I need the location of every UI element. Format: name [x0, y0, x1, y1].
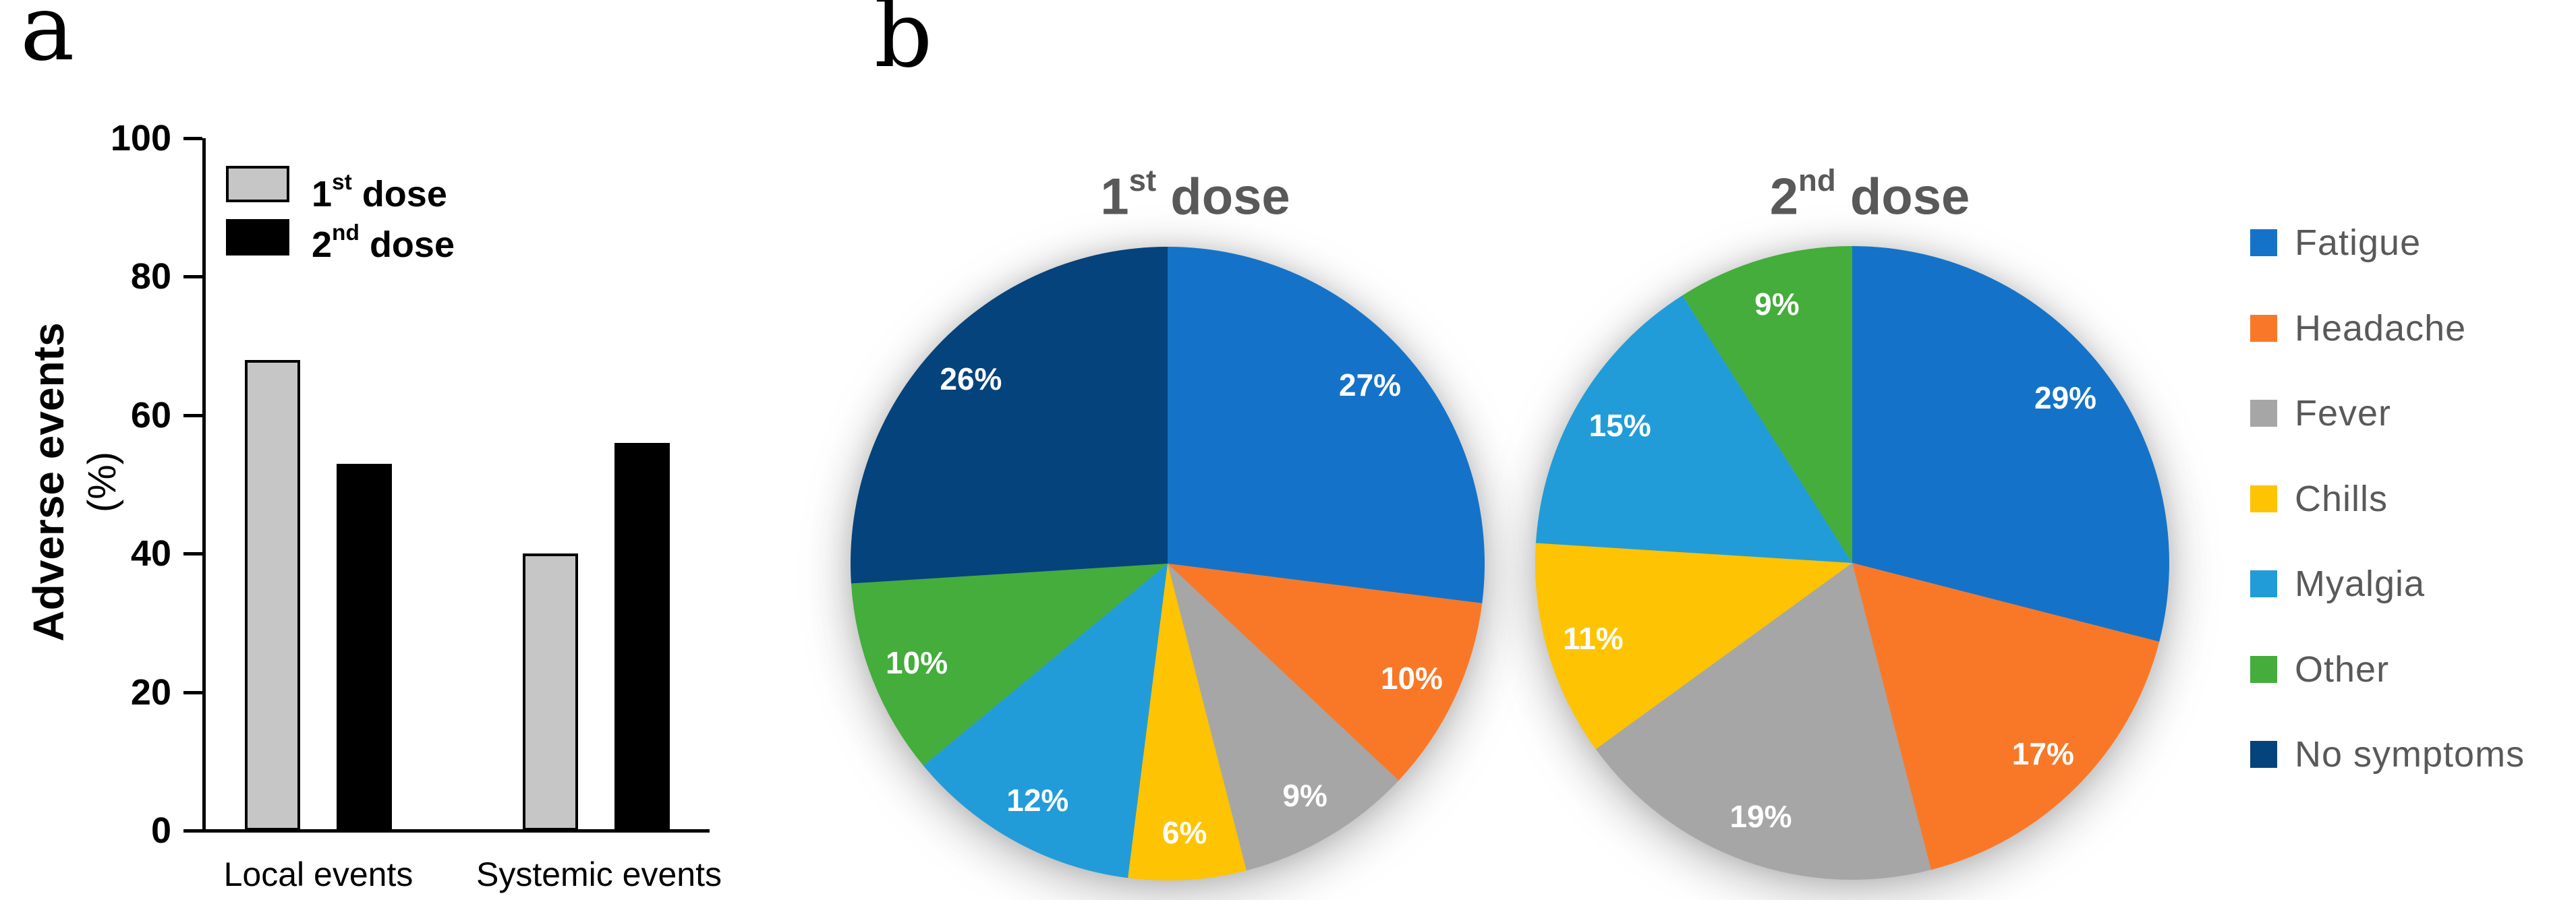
pie-title-1st-dose: 1st dose — [1100, 163, 1290, 226]
legend-item: Fever — [2250, 393, 2391, 433]
legend-color-swatch — [2250, 655, 2277, 683]
bar-1st-dose-local-events — [245, 359, 300, 831]
pie-data-label: 12% — [1006, 782, 1069, 818]
x-category-label: Local events — [223, 856, 413, 893]
pie-title-2nd-dose: 2nd dose — [1769, 163, 1970, 226]
pie-svg-2nd-dose — [1535, 246, 2169, 880]
legend-color-swatch — [2250, 229, 2277, 256]
legend-color-swatch — [2250, 485, 2277, 512]
legend-color-swatch — [2250, 314, 2277, 342]
legend-item-label: Other — [2295, 649, 2390, 690]
pie-slice-headache — [1852, 563, 2160, 870]
y-tick-mark — [183, 690, 202, 694]
legend-item: Other — [2250, 649, 2389, 690]
pie-data-label: 11% — [1563, 620, 1624, 656]
pie-slice-chills — [1535, 543, 1852, 750]
legend-item: Chills — [2250, 479, 2388, 519]
legend-item-label: Chills — [2295, 478, 2388, 519]
legend-item-label: Myalgia — [2295, 564, 2426, 604]
legend-item-label: Fever — [2295, 393, 2392, 433]
pie-data-label: 10% — [886, 645, 948, 681]
pie-slice-headache — [1168, 564, 1483, 781]
legend-item-label: Headache — [2295, 307, 2467, 349]
pie-slice-fatigue — [1168, 247, 1485, 603]
y-tick-label: 80 — [130, 256, 171, 297]
legend-color-swatch — [2250, 400, 2277, 427]
legend-item: Headache — [2250, 308, 2466, 349]
legend-swatch-1st-dose — [226, 166, 289, 202]
pie-data-label: 9% — [1282, 778, 1327, 814]
legend-item: No symptoms — [2250, 734, 2525, 775]
x-axis-line — [202, 829, 710, 833]
pie-slice-no-symptoms — [851, 247, 1168, 584]
legend-color-swatch — [2250, 741, 2277, 768]
pie-slice-myalgia — [1535, 295, 1852, 563]
panel-a-label: a — [20, 0, 75, 81]
pie-slice-fever — [1168, 564, 1399, 871]
y-tick-label: 60 — [130, 394, 171, 436]
y-tick-label: 0 — [150, 810, 171, 851]
y-axis-line — [202, 138, 206, 833]
pie-data-label: 15% — [1588, 408, 1651, 444]
y-tick-label: 40 — [130, 533, 171, 574]
pie-data-label: 10% — [1380, 661, 1443, 696]
y-tick-mark — [183, 137, 202, 140]
pie-data-label: 26% — [940, 361, 1002, 397]
legend-item-label: No symptoms — [2295, 734, 2525, 775]
bar-chart: Adverse events (%) 0 20 40 60 80 100 Local ev… — [0, 0, 809, 900]
pie-data-label: 9% — [1754, 286, 1800, 322]
pie-svg-1st-dose — [851, 247, 1485, 880]
y-tick-mark — [183, 552, 202, 556]
pie-slice-other — [851, 564, 1168, 766]
y-axis-title: Adverse events — [24, 322, 73, 642]
y-tick-label: 100 — [110, 118, 171, 158]
pie-slice-chills — [1128, 564, 1247, 880]
pie-slice-fever — [1595, 563, 1931, 880]
legend-item-label: Fatigue — [2295, 222, 2422, 263]
pie-data-label: 29% — [2034, 380, 2097, 415]
pie-data-label: 27% — [1338, 367, 1402, 403]
bar-2nd-dose-systemic-events — [614, 442, 670, 831]
y-axis-unit: (%) — [80, 451, 124, 513]
pie-data-label: 6% — [1162, 815, 1207, 851]
pie-slice-fatigue — [1852, 246, 2169, 642]
pie-chart-1st-dose: 27% 10% 9% 6% 12% 10% 26% — [851, 247, 1485, 880]
pie-slice-other — [1682, 246, 1852, 563]
pie-data-label: 17% — [2011, 736, 2074, 771]
legend-color-swatch — [2250, 570, 2277, 597]
y-tick-mark — [183, 829, 202, 833]
legend-label-2nd-dose: 2nd dose — [312, 220, 455, 265]
y-tick-mark — [183, 413, 202, 417]
symptom-legend: Fatigue Headache Fever Chills Myalgia Ot… — [2250, 0, 2576, 900]
legend-label-1st-dose: 1st dose — [312, 170, 447, 214]
panel-b-label: b — [874, 0, 933, 88]
x-category-label: Systemic events — [476, 856, 722, 893]
pie-data-label: 19% — [1729, 799, 1792, 835]
legend-item: Fatigue — [2250, 222, 2421, 263]
bar-2nd-dose-local-events — [337, 463, 392, 831]
y-tick-label: 20 — [130, 671, 171, 713]
pie-slice-myalgia — [923, 564, 1168, 878]
legend-item: Myalgia — [2250, 564, 2425, 604]
bar-1st-dose-systemic-events — [523, 553, 578, 831]
legend-swatch-2nd-dose — [226, 219, 289, 256]
y-tick-mark — [183, 275, 202, 279]
pie-chart-2nd-dose: 29% 17% 19% 11% 15% 9% — [1535, 246, 2169, 880]
